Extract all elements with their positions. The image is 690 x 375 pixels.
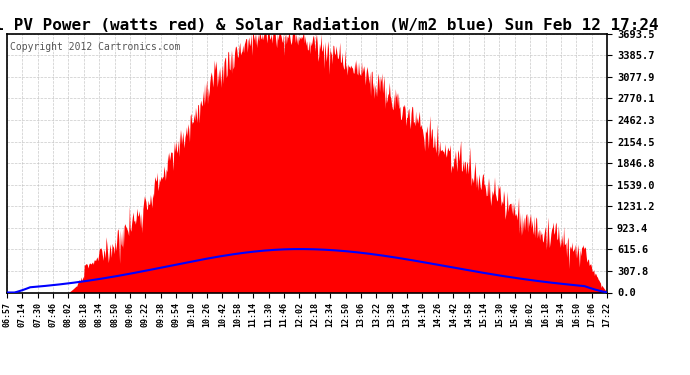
Title: Total PV Power (watts red) & Solar Radiation (W/m2 blue) Sun Feb 12 17:24: Total PV Power (watts red) & Solar Radia… xyxy=(0,18,658,33)
Text: Copyright 2012 Cartronics.com: Copyright 2012 Cartronics.com xyxy=(10,42,180,51)
